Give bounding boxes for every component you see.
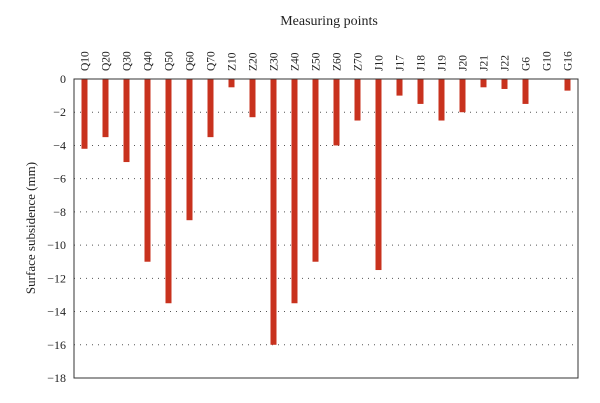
category-label: Z10: [227, 52, 239, 71]
category-label: G16: [563, 51, 575, 71]
bar-q50: [165, 79, 172, 304]
bar-q10: [81, 79, 88, 149]
category-label: Q20: [101, 51, 113, 71]
y-tick-label: −18: [47, 371, 66, 385]
category-label: Q70: [206, 51, 218, 71]
plot-frame: [73, 78, 579, 379]
y-axis-label: Surface subsidence (mm): [23, 162, 38, 294]
bar-z30: [270, 79, 277, 345]
bars: [81, 79, 571, 345]
bar-q20: [102, 79, 109, 138]
bar-q60: [186, 79, 193, 221]
category-label: J10: [374, 55, 386, 71]
y-tick-labels: 0 −2 −4 −6 −8 −10 −12 −14 −16 −18: [47, 72, 66, 385]
category-label: Q10: [80, 51, 92, 71]
category-label: J22: [500, 55, 512, 71]
category-label: Z70: [353, 52, 365, 71]
bar-j20: [459, 79, 466, 113]
y-tick-label: −2: [53, 105, 66, 119]
category-label: Z50: [311, 52, 323, 71]
bar-j19: [438, 79, 445, 121]
bar-g6: [522, 79, 529, 104]
y-tick-label: −10: [47, 238, 66, 252]
bar-q40: [144, 79, 151, 262]
bar-z60: [333, 79, 340, 146]
bar-z40: [291, 79, 298, 304]
bar-z20: [249, 79, 256, 118]
bar-j21: [480, 79, 487, 88]
y-tick-label: 0: [60, 72, 66, 86]
category-label: Q30: [122, 51, 134, 71]
gridlines: [74, 111, 578, 346]
category-label: G10: [542, 51, 554, 71]
category-label: Z20: [248, 52, 260, 71]
bar-z50: [312, 79, 319, 262]
chart-title: Measuring points: [280, 14, 378, 29]
category-labels: Q10 Q20 Q30 Q40 Q50 Q60 Q70 Z10 Z20 Z30 Z40 Z50 Z60 Z…: [80, 51, 575, 71]
bar-j10: [375, 79, 382, 271]
bar-q70: [207, 79, 214, 138]
bar-j18: [417, 79, 424, 104]
y-tick-label: −12: [47, 271, 66, 285]
category-label: J21: [479, 55, 491, 71]
y-tick-label: −14: [47, 305, 66, 319]
category-label: Q60: [185, 51, 197, 71]
category-label: G6: [521, 57, 533, 71]
y-tick-label: −16: [47, 338, 66, 352]
bar-j17: [396, 79, 403, 96]
category-label: J17: [395, 55, 407, 71]
bar-g16: [564, 79, 571, 91]
bar-z70: [354, 79, 361, 121]
category-label: Q40: [143, 51, 155, 71]
category-label: J19: [437, 55, 449, 71]
category-label: J20: [458, 55, 470, 71]
bar-j22: [501, 79, 508, 89]
bar-z10: [228, 79, 235, 88]
category-label: J18: [416, 55, 428, 71]
category-label: Q50: [164, 51, 176, 71]
y-tick-label: −8: [53, 205, 66, 219]
category-label: Z60: [332, 52, 344, 71]
category-label: Z40: [290, 52, 302, 71]
y-tick-label: −6: [53, 172, 66, 186]
category-label: Z30: [269, 52, 281, 71]
y-tick-label: −4: [53, 138, 66, 152]
bar-q30: [123, 79, 130, 163]
